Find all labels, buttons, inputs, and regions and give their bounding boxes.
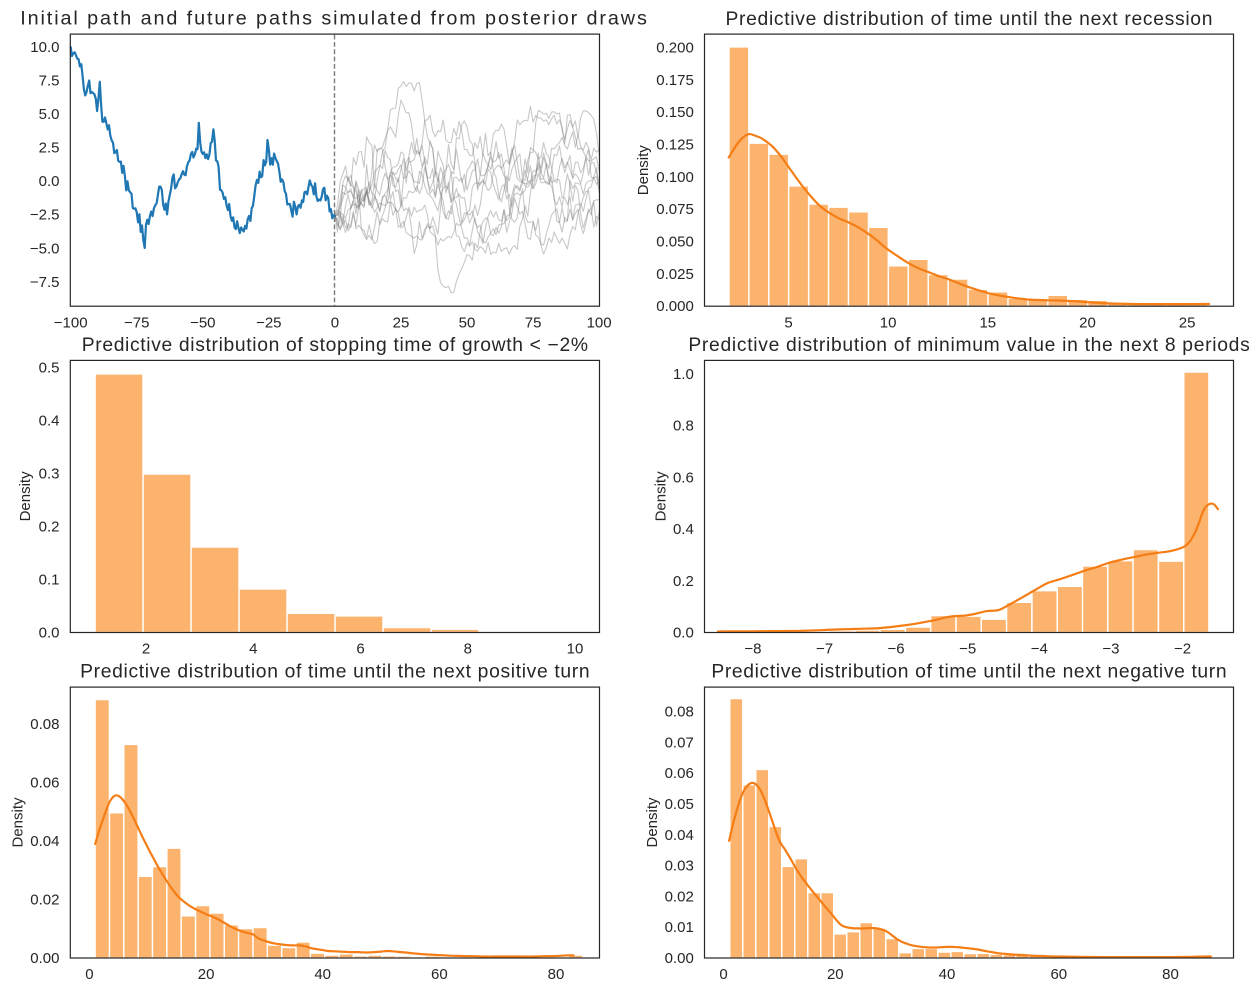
svg-text:0.0: 0.0 [673,625,694,642]
svg-text:0.025: 0.025 [656,266,694,283]
svg-text:0.8: 0.8 [673,418,694,435]
svg-text:Predictive distribution of tim: Predictive distribution of time until th… [725,9,1213,30]
svg-text:0.06: 0.06 [30,775,59,792]
svg-text:25: 25 [1179,314,1196,331]
svg-text:Predictive distribution of tim: Predictive distribution of time until th… [711,662,1227,683]
svg-text:−3: −3 [1102,641,1119,658]
svg-text:5: 5 [784,314,792,331]
svg-text:0.07: 0.07 [665,734,694,751]
svg-text:10: 10 [880,314,897,331]
svg-text:−2.5: −2.5 [30,207,60,224]
svg-text:Density: Density [635,145,652,196]
svg-text:−7: −7 [816,641,833,658]
svg-text:75: 75 [525,314,542,331]
svg-text:8: 8 [464,641,472,658]
svg-text:4: 4 [249,641,257,658]
svg-text:Density: Density [644,797,661,848]
svg-text:0.05: 0.05 [665,796,694,813]
svg-text:0.175: 0.175 [656,72,694,89]
svg-text:25: 25 [393,314,410,331]
svg-text:0.2: 0.2 [39,519,60,536]
svg-text:−6: −6 [888,641,905,658]
svg-text:0.200: 0.200 [656,40,694,57]
svg-text:0.02: 0.02 [30,892,59,909]
svg-text:15: 15 [979,314,996,331]
svg-text:0.125: 0.125 [656,137,694,154]
svg-text:20: 20 [1079,314,1096,331]
svg-text:50: 50 [459,314,476,331]
svg-text:0.1: 0.1 [39,572,60,589]
svg-text:0.08: 0.08 [665,704,694,721]
svg-text:60: 60 [431,966,448,983]
svg-text:40: 40 [314,966,331,983]
svg-text:−8: −8 [744,641,761,658]
svg-text:40: 40 [939,966,956,983]
svg-text:−75: −75 [124,314,149,331]
svg-text:0.5: 0.5 [39,360,60,377]
svg-text:0.06: 0.06 [665,765,694,782]
svg-text:0: 0 [331,314,339,331]
svg-text:0.150: 0.150 [656,104,694,121]
svg-text:Predictive distribution of tim: Predictive distribution of time until th… [80,662,590,683]
svg-text:10: 10 [567,641,584,658]
svg-text:−100: −100 [54,314,88,331]
svg-text:−5.0: −5.0 [30,240,60,257]
svg-text:60: 60 [1050,966,1067,983]
svg-text:0.4: 0.4 [39,413,60,430]
svg-text:0.02: 0.02 [665,888,694,905]
svg-text:5.0: 5.0 [39,106,60,123]
svg-text:Initial path and future paths: Initial path and future paths simulated … [20,7,649,29]
svg-text:Predictive distribution of min: Predictive distribution of minimum value… [688,335,1250,356]
svg-text:Density: Density [10,797,27,848]
svg-text:6: 6 [356,641,364,658]
svg-text:2: 2 [142,641,150,658]
svg-text:0: 0 [85,966,93,983]
svg-text:0.100: 0.100 [656,169,694,186]
svg-text:0.2: 0.2 [673,573,694,590]
svg-text:0.00: 0.00 [30,950,59,967]
svg-text:80: 80 [1162,966,1179,983]
svg-text:7.5: 7.5 [39,73,60,90]
svg-text:1.0: 1.0 [673,366,694,383]
svg-text:0.04: 0.04 [30,833,59,850]
svg-text:−4: −4 [1031,641,1048,658]
svg-text:20: 20 [198,966,215,983]
svg-text:Predictive distribution of sto: Predictive distribution of stopping time… [82,335,589,356]
svg-text:0.075: 0.075 [656,201,694,218]
svg-text:0.03: 0.03 [665,858,694,875]
svg-text:0.00: 0.00 [665,950,694,967]
svg-text:0.0: 0.0 [39,625,60,642]
svg-text:2.5: 2.5 [39,140,60,157]
svg-text:80: 80 [548,966,565,983]
svg-text:0.08: 0.08 [30,716,59,733]
svg-text:0.01: 0.01 [665,919,694,936]
svg-text:0.3: 0.3 [39,466,60,483]
svg-text:0.6: 0.6 [673,469,694,486]
svg-text:0.000: 0.000 [656,298,694,315]
svg-text:10.0: 10.0 [30,39,59,56]
svg-text:0: 0 [719,966,727,983]
svg-text:−25: −25 [256,314,281,331]
svg-text:−5: −5 [959,641,976,658]
svg-text:−2: −2 [1174,641,1191,658]
svg-text:100: 100 [587,314,612,331]
svg-text:20: 20 [827,966,844,983]
svg-text:0.4: 0.4 [673,521,694,538]
svg-text:0.04: 0.04 [665,827,694,844]
svg-text:−50: −50 [190,314,215,331]
svg-text:Density: Density [17,471,34,522]
svg-text:Density: Density [652,471,669,522]
svg-text:0.0: 0.0 [39,173,60,190]
svg-text:0.050: 0.050 [656,234,694,251]
svg-text:−7.5: −7.5 [30,274,60,291]
